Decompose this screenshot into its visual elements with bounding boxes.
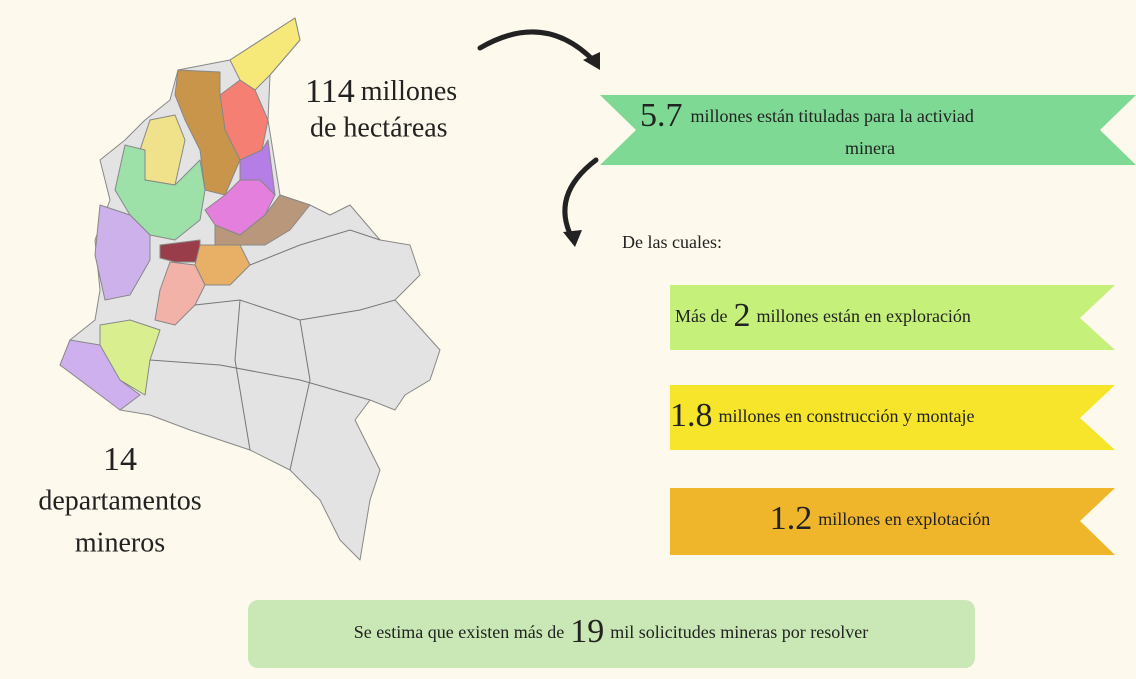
exploration-suffix: millones están en exploración [757,306,971,326]
construction: 1.8 millones en construcción y montaje [670,397,974,434]
exploitation-suffix: millones en explotación [818,509,990,529]
requests-prefix: Se estima que existen más de [354,622,564,642]
arrow [562,157,599,241]
arrow-head [583,52,600,70]
titled-line1: 5.7 millones están tituladas para la acti… [640,97,974,134]
exploration-number: 2 [734,297,751,334]
hectares-unit: millones [361,76,457,107]
exploitation-number: 1.2 [770,500,813,537]
requests: Se estima que existen más de 19 mil solici… [354,613,868,650]
titled-line2: minera [845,138,895,158]
requests-box [248,600,975,668]
department [159,239,201,263]
departments-number: 14 [103,441,137,478]
border [289,319,311,471]
construction-number: 1.8 [670,397,713,434]
colombia-map [59,17,441,561]
requests-suffix: mil solicitudes mineras por resolver [610,622,868,642]
titled-number: 5.7 [640,97,683,134]
banner [670,285,1115,350]
department [154,261,206,326]
hectares-number: 114 [305,73,355,110]
requests-number: 19 [570,613,604,650]
hectares-line1: 114 millones [305,73,457,110]
departments-line1: departamentos [38,485,201,516]
construction-suffix: millones en construcción y montaje [719,406,975,426]
departments-line2: mineros [75,527,165,558]
exploitation: 1.2 millones en explotación [770,500,990,537]
department [59,339,141,411]
department [94,204,151,301]
intro: De las cuales: [622,232,722,252]
border [234,299,251,451]
banner [600,95,1136,165]
department [114,144,206,241]
exploration-prefix: Más de [675,306,728,326]
border [149,359,371,401]
banner [670,385,1115,450]
hectares-line2: de hectáreas [310,112,448,143]
exploration: Más de 2 millones están en exploración [675,297,971,334]
arrow [477,29,598,65]
arrow-head [563,230,582,247]
titled-text: millones están tituladas para la activia… [691,106,974,126]
banner [670,488,1115,555]
border [249,229,381,266]
